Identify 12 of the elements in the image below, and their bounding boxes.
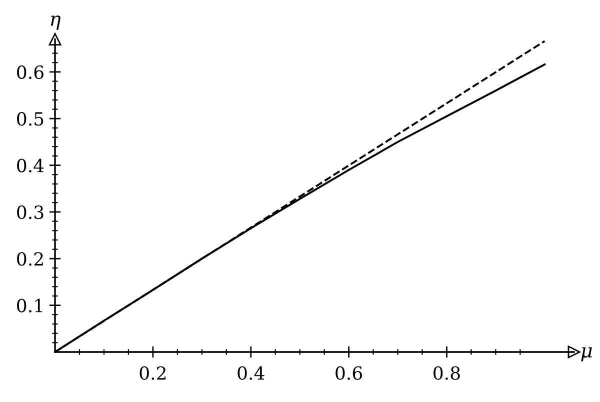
y-tick-label: 0.5 [17,112,44,126]
y-tick-label: 0.3 [17,205,44,220]
x-tick-label: 0.8 [434,366,460,380]
y-tick-label: 0.4 [17,158,44,172]
x-tick-label: 0.2 [140,366,166,380]
x-tick-label: 0.4 [238,366,264,380]
x-axis-title: μ [581,347,592,362]
y-tick-label: 0.2 [17,252,43,266]
y-axis-title: η [50,15,60,30]
y-tick-label: 0.1 [17,298,42,312]
y-tick-label: 0.6 [17,65,44,80]
x-tick-label: 0.6 [336,366,362,380]
